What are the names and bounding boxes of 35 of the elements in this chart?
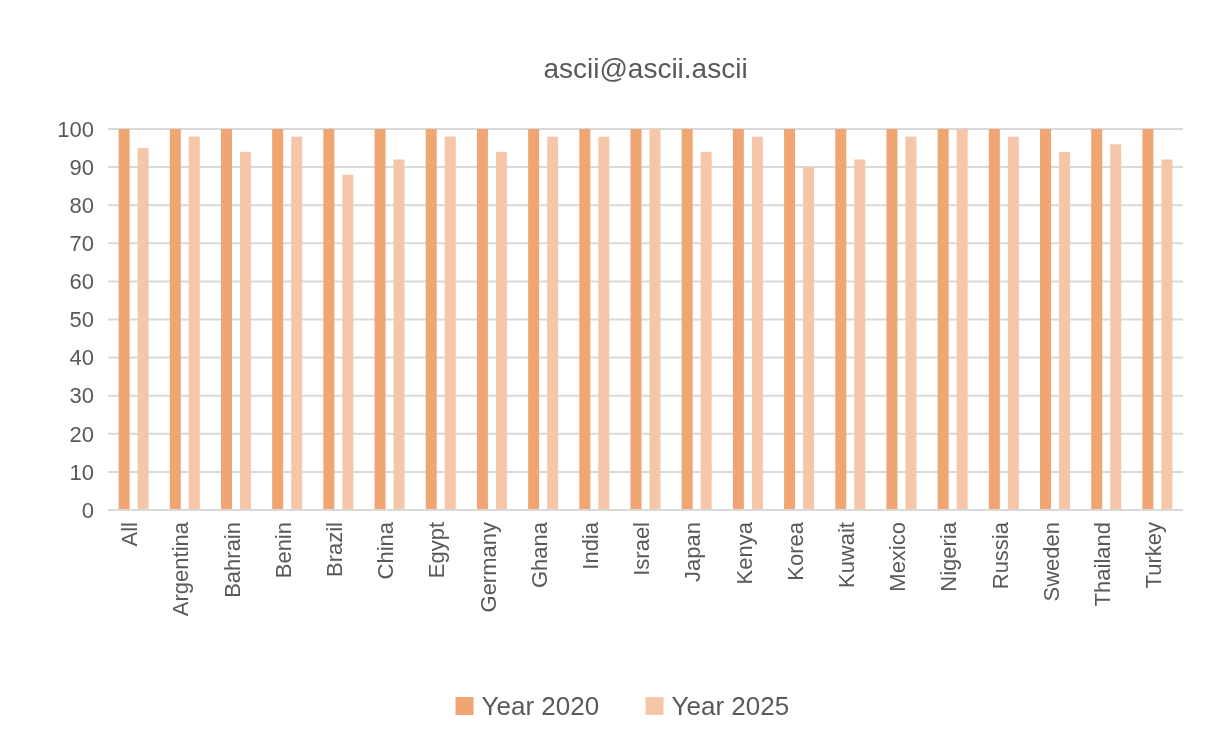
x-tick-label: Sweden [1038, 522, 1064, 602]
legend-label: Year 2025 [671, 691, 790, 722]
x-tick-label: Nigeria [936, 521, 962, 592]
x-tick-label: Ghana [526, 521, 552, 589]
x-tick-label: All [117, 522, 143, 547]
y-tick-label: 100 [57, 116, 94, 142]
y-tick-label: 80 [69, 192, 94, 218]
y-tick-label: 90 [69, 154, 94, 180]
x-tick-label: Japan [680, 522, 706, 582]
x-tick-label: Bahrain [219, 522, 245, 598]
x-tick-label: Israel [629, 522, 655, 576]
x-tick-label: Turkey [1141, 522, 1167, 589]
y-tick-label: 0 [81, 497, 94, 523]
x-tick-label: Benin [270, 522, 296, 579]
y-tick-label: 30 [69, 383, 94, 409]
x-tick-label: Korea [782, 521, 808, 581]
x-tick-label: Germany [475, 522, 501, 613]
x-tick-label: Argentina [168, 521, 194, 617]
y-tick-label: 10 [69, 459, 94, 485]
y-tick-label: 20 [69, 421, 94, 447]
legend-label: Year 2020 [481, 691, 600, 722]
y-tick-label: 40 [69, 345, 94, 371]
x-tick-label: Thailand [1089, 522, 1115, 607]
x-tick-label: India [578, 521, 604, 570]
y-tick-label: 70 [69, 231, 94, 256]
x-tick-label: Kuwait [833, 522, 859, 589]
x-tick-label: Egypt [424, 522, 450, 579]
x-tick-label: Russia [987, 521, 1013, 590]
x-tick-label: China [373, 521, 399, 580]
x-tick-label: Brazil [322, 522, 348, 578]
y-tick-label: 60 [69, 269, 94, 295]
x-tick-label: Mexico [885, 522, 911, 592]
x-tick-label: Kenya [731, 521, 757, 585]
y-tick-label: 50 [69, 307, 94, 333]
chart-title: ascii@ascii.ascii [543, 53, 748, 84]
